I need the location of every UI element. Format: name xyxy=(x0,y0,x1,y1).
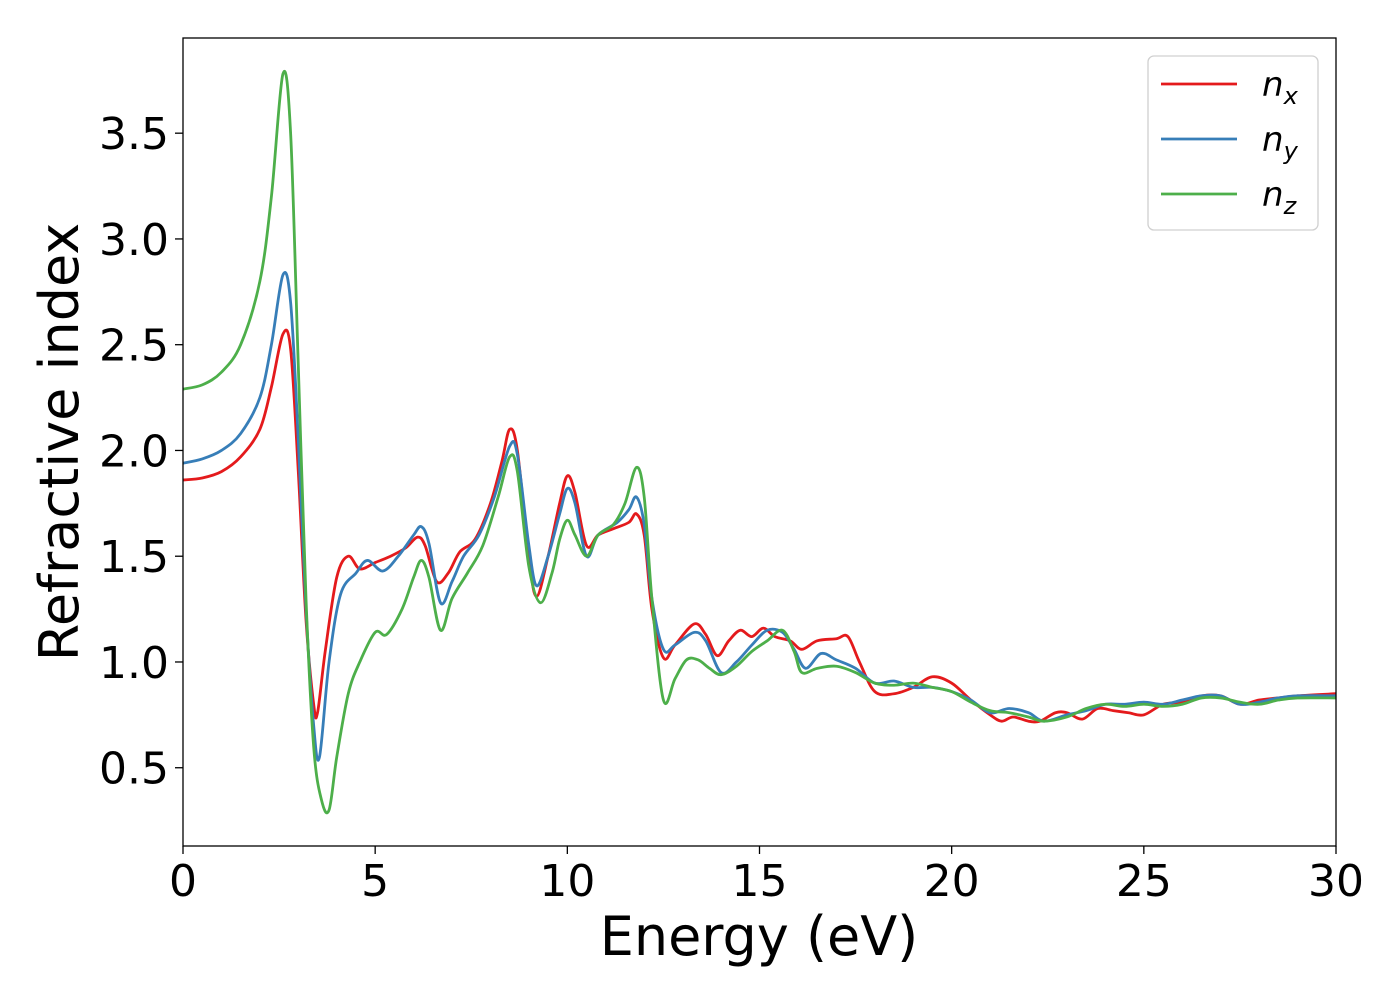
y-tick-label: 1.5 xyxy=(99,532,169,583)
y-axis-label: Refractive index xyxy=(28,223,91,662)
series-line-nx xyxy=(183,328,1336,724)
x-tick-label: 10 xyxy=(539,856,595,907)
x-tick-label: 15 xyxy=(732,856,788,907)
legend: nx ny nz xyxy=(1147,55,1319,231)
x-axis: 0 5 10 15 20 25 30 xyxy=(169,846,1364,907)
legend-label-nx: nx xyxy=(1262,65,1299,110)
y-tick-label: 0.5 xyxy=(99,744,169,795)
y-axis: 0.5 1.0 1.5 2.0 2.5 3.0 3.5 xyxy=(99,109,183,795)
legend-box xyxy=(1147,55,1319,231)
x-tick-label: 20 xyxy=(924,856,980,907)
series-line-nz xyxy=(183,69,1336,815)
y-tick-label: 2.0 xyxy=(99,426,169,477)
y-tick-label: 1.0 xyxy=(99,638,169,689)
x-axis-label: Energy (eV) xyxy=(600,905,919,968)
legend-label-ny: ny xyxy=(1262,120,1299,165)
y-tick-label: 3.5 xyxy=(99,109,169,160)
y-tick-label: 2.5 xyxy=(99,321,169,372)
x-tick-label: 0 xyxy=(169,856,197,907)
series-line-ny xyxy=(183,270,1336,762)
x-tick-label: 30 xyxy=(1308,856,1364,907)
x-tick-label: 5 xyxy=(361,856,389,907)
series-layer xyxy=(183,69,1336,815)
y-tick-label: 3.0 xyxy=(99,215,169,266)
legend-label-nz: nz xyxy=(1262,175,1298,220)
x-tick-label: 25 xyxy=(1116,856,1172,907)
